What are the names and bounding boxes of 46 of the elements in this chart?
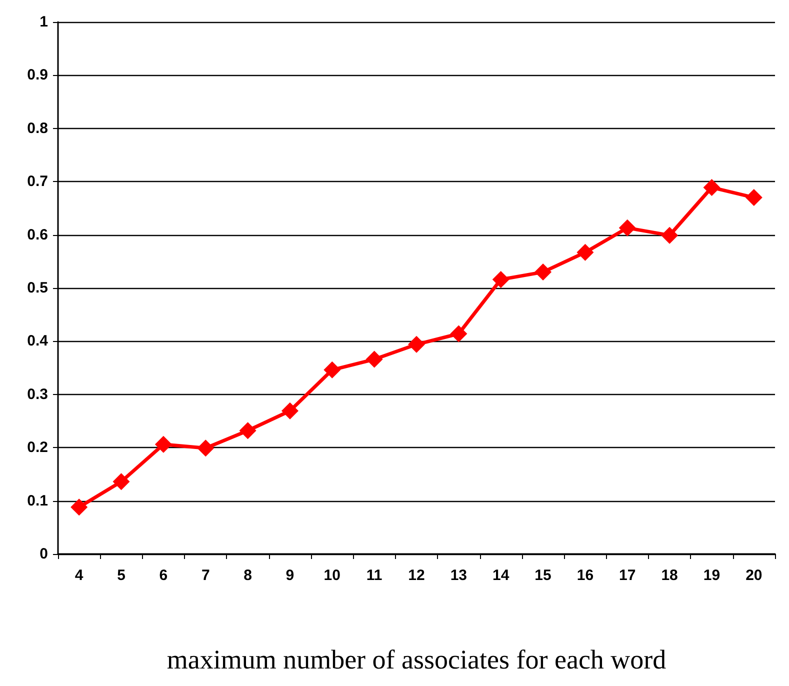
- x-tick-label: 13: [450, 567, 468, 584]
- x-tick-label: 20: [746, 567, 762, 584]
- x-tick-label: 8: [244, 567, 252, 584]
- x-tick-label: 15: [534, 567, 552, 584]
- x-tick-label: 6: [159, 567, 168, 584]
- y-tick-label: 0.2: [27, 439, 48, 456]
- point: [408, 336, 425, 353]
- y-tick-label: 0.1: [27, 492, 48, 510]
- point: [618, 219, 636, 236]
- y-tick-label: 0.3: [27, 386, 48, 403]
- x-tick-label: 17: [619, 567, 636, 584]
- point: [324, 361, 341, 378]
- point: [450, 325, 468, 342]
- x-tick-label: 14: [492, 567, 510, 584]
- point: [576, 244, 594, 261]
- point: [492, 270, 510, 288]
- point: [239, 422, 256, 440]
- point: [154, 436, 172, 453]
- point: [112, 473, 130, 490]
- y-tick-label: 0.7: [27, 173, 48, 190]
- x-tick-label: 18: [661, 567, 678, 584]
- y-tick-label: 0.8: [27, 120, 48, 137]
- point: [745, 189, 762, 206]
- x-tick-label: 11: [366, 567, 382, 584]
- x-tick-label: 5: [117, 567, 126, 584]
- point: [70, 498, 88, 516]
- y-tick-label: 1: [40, 14, 48, 30]
- point: [661, 226, 678, 244]
- point: [366, 350, 383, 368]
- x-tick-label: 16: [576, 567, 594, 584]
- point: [281, 402, 298, 420]
- y-tick-label: 0.5: [27, 280, 48, 296]
- x-tick-label: 9: [286, 567, 294, 584]
- x-tick-label: 19: [703, 567, 720, 584]
- y-tick-label: 0.6: [27, 226, 48, 244]
- x-tick-label: 4: [74, 567, 84, 584]
- y-tick-label: 0: [40, 546, 48, 562]
- point: [534, 264, 552, 281]
- point: [703, 178, 720, 196]
- y-tick-label: 0.4: [27, 332, 49, 350]
- x-tick-label: 7: [201, 567, 210, 584]
- y-tick-label: 0.9: [27, 66, 48, 84]
- x-axis-title: maximum number of associates for each word: [166, 644, 667, 674]
- point: [197, 440, 214, 457]
- x-tick-label: 12: [408, 567, 425, 584]
- x-tick-label: 10: [324, 567, 340, 584]
